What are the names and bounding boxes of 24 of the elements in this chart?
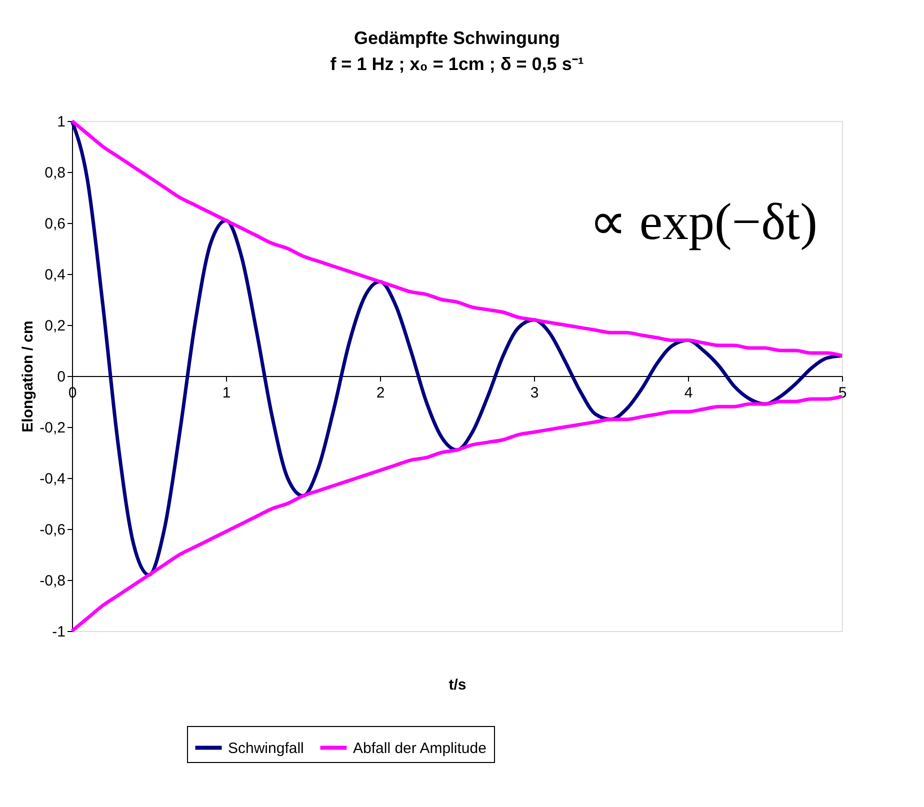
x-axis-title: t/s xyxy=(448,676,466,694)
x-tick-label: 3 xyxy=(530,384,539,402)
legend-label: Abfall der Amplitude xyxy=(353,740,486,757)
y-tick-label: 0,8 xyxy=(44,164,66,182)
y-tick-label: 0,2 xyxy=(44,318,66,334)
y-tick-label: -0,8 xyxy=(40,572,66,590)
y-tick-label: -1 xyxy=(52,624,66,640)
y-tick-label: 0,6 xyxy=(44,216,66,232)
chart-subtitle: f = 1 Hz ; x₀ = 1cm ; δ = 0,5 s⁻¹ xyxy=(330,54,584,74)
y-tick-label: -0,2 xyxy=(40,420,66,436)
y-axis-title: Elongation / cm xyxy=(20,320,37,432)
y-tick-label: 0,4 xyxy=(44,266,66,284)
y-tick-label: -0,4 xyxy=(40,470,66,488)
y-tick-label: 1 xyxy=(57,114,66,130)
chart-title: Gedämpfte Schwingung xyxy=(354,28,560,48)
x-tick-label: 1 xyxy=(222,384,231,402)
x-tick-label: 4 xyxy=(684,384,693,402)
line-series xyxy=(70,119,844,577)
x-tick-label: 2 xyxy=(376,384,385,402)
annotation: ∝ exp(−δt) xyxy=(589,194,818,251)
line-series xyxy=(70,119,844,358)
y-tick-label: -0,6 xyxy=(40,522,66,538)
legend-label: Schwingfall xyxy=(228,740,304,757)
y-tick-label: 0 xyxy=(57,368,66,386)
